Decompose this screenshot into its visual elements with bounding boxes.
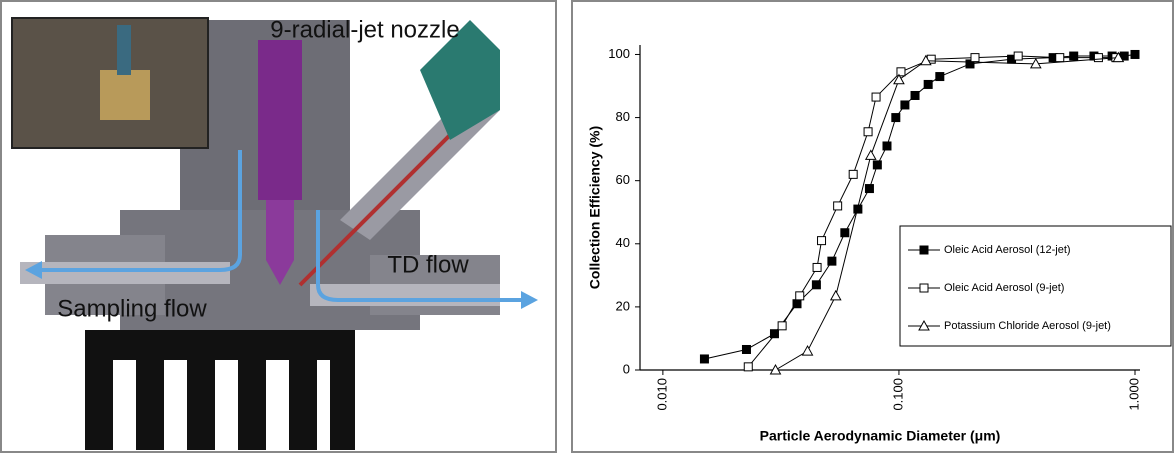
y-axis-label: Collection Efficiency (%)	[587, 126, 603, 289]
series-line	[775, 57, 1119, 371]
diagram-label: Sampling flow	[57, 295, 207, 322]
y-tick-label: 100	[608, 46, 630, 61]
marker	[1055, 53, 1065, 63]
photo-object	[117, 25, 131, 75]
marker	[935, 72, 945, 82]
legend-label: Oleic Acid Aerosol (12-jet)	[944, 244, 1071, 256]
marker	[1029, 57, 1042, 69]
marker	[741, 344, 751, 354]
marker	[777, 321, 787, 331]
diagram-label: 9-radial-jet nozzle	[270, 16, 459, 43]
y-tick-label: 60	[616, 172, 630, 187]
nozzle	[258, 40, 302, 200]
marker	[743, 362, 753, 372]
x-axis-label: Particle Aerodynamic Diameter (μm)	[760, 428, 1001, 444]
panel-border	[571, 0, 1174, 453]
marker	[812, 262, 822, 272]
sampling-channel	[20, 262, 230, 284]
heat-sink-fins	[85, 360, 355, 450]
chart: 0 20 40 60 80 100 0.010 0.100 1.000 Collection Ef…	[587, 45, 1172, 444]
marker	[833, 201, 843, 211]
marker	[1069, 51, 1079, 61]
x-tick-label: 0.010	[654, 378, 669, 411]
series-line	[747, 55, 1116, 368]
diagram: 9-radial-jet nozzle TD flow Sampling flo…	[0, 0, 557, 453]
marker	[827, 256, 837, 266]
marker	[769, 363, 782, 375]
td-channel	[310, 284, 500, 306]
marker	[893, 73, 905, 85]
marker	[864, 149, 877, 160]
marker	[919, 245, 929, 255]
y-tick-label: 80	[616, 109, 630, 124]
marker	[896, 67, 906, 77]
marker	[871, 92, 881, 102]
marker	[864, 184, 874, 194]
marker	[811, 280, 821, 290]
legend-box	[899, 225, 1172, 347]
marker	[699, 354, 709, 364]
marker	[918, 319, 930, 331]
marker	[965, 59, 975, 69]
y-tick-label: 20	[616, 298, 630, 313]
arrow-head	[25, 261, 42, 279]
marker	[829, 289, 842, 301]
marker	[882, 141, 892, 151]
marker	[848, 169, 858, 179]
marker	[1013, 51, 1023, 61]
marker	[1112, 51, 1125, 63]
marker	[817, 236, 827, 246]
diagram-label: TD flow	[387, 251, 469, 278]
marker	[1130, 49, 1140, 59]
marker	[919, 283, 929, 293]
marker	[801, 345, 814, 356]
legend-label: Oleic Acid Aerosol (9-jet)	[944, 282, 1064, 294]
marker	[840, 228, 850, 238]
marker	[919, 54, 932, 66]
marker	[923, 79, 933, 89]
x-tick-label: 0.100	[890, 378, 905, 411]
arrow-head	[521, 291, 538, 309]
teal-part	[420, 20, 500, 140]
marker	[795, 291, 805, 301]
legend: Oleic Acid Aerosol (12-jet) Oleic Acid Ae…	[899, 225, 1172, 347]
marker	[900, 100, 910, 110]
x-tick-label: 1.000	[1126, 378, 1141, 411]
heat-sink-base	[85, 330, 355, 360]
y-tick-label: 0	[623, 361, 630, 376]
marker	[769, 329, 779, 339]
marker	[891, 113, 901, 123]
marker	[910, 90, 920, 100]
marker	[872, 160, 882, 170]
td-arrow	[316, 210, 525, 302]
y-tick-label: 40	[616, 235, 630, 250]
photo-object	[100, 70, 150, 120]
sampling-arrow	[35, 150, 242, 272]
marker	[970, 53, 980, 63]
nozzle-tip	[266, 200, 294, 285]
marker	[863, 127, 873, 137]
legend-label: Potassium Chloride Aerosol (9-jet)	[944, 320, 1111, 332]
marker	[1093, 53, 1103, 63]
